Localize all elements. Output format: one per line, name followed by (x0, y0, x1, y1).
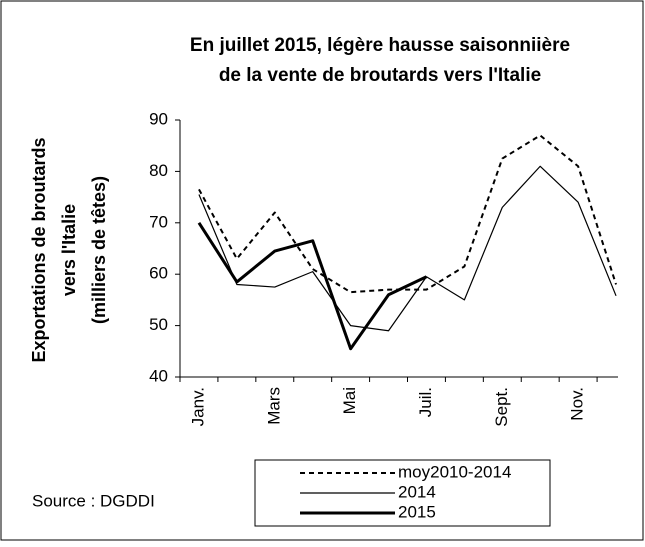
y-axis-label-line: (milliers de têtes) (89, 176, 109, 324)
y-tick-label: 90 (149, 109, 168, 128)
series-line (198, 134, 617, 294)
x-tick-label: Nov. (568, 387, 587, 421)
chart-title: de la vente de broutards vers l'Italie (219, 65, 541, 86)
chart-title: En juillet 2015, légère hausse saisonnii… (190, 35, 570, 56)
y-tick-label: 50 (149, 315, 168, 334)
legend-label: 2015 (398, 502, 436, 521)
y-tick-label: 80 (149, 161, 168, 180)
legend-label: 2014 (398, 482, 436, 501)
series-line (198, 165, 617, 332)
x-tick-label: Mars (264, 387, 283, 425)
y-axis-label-line: vers l'Italie (59, 204, 79, 296)
y-tick-label: 40 (149, 366, 168, 385)
legend-label: moy2010-2014 (398, 462, 511, 481)
y-axis-label: Exportations de broutards vers l'Italie … (29, 137, 109, 362)
x-tick-label: Juil. (416, 387, 435, 417)
source: Source : DGDDI (32, 491, 155, 510)
y-tick-label: 60 (149, 264, 168, 283)
y-axis-label-line: Exportations de broutards (29, 137, 49, 362)
x-tick-label: Mai (340, 387, 359, 414)
y-tick-label: 70 (149, 212, 168, 231)
series-line (197, 221, 428, 351)
x-tick-label: Janv. (188, 387, 207, 426)
x-tick-label: Sept. (492, 387, 511, 427)
